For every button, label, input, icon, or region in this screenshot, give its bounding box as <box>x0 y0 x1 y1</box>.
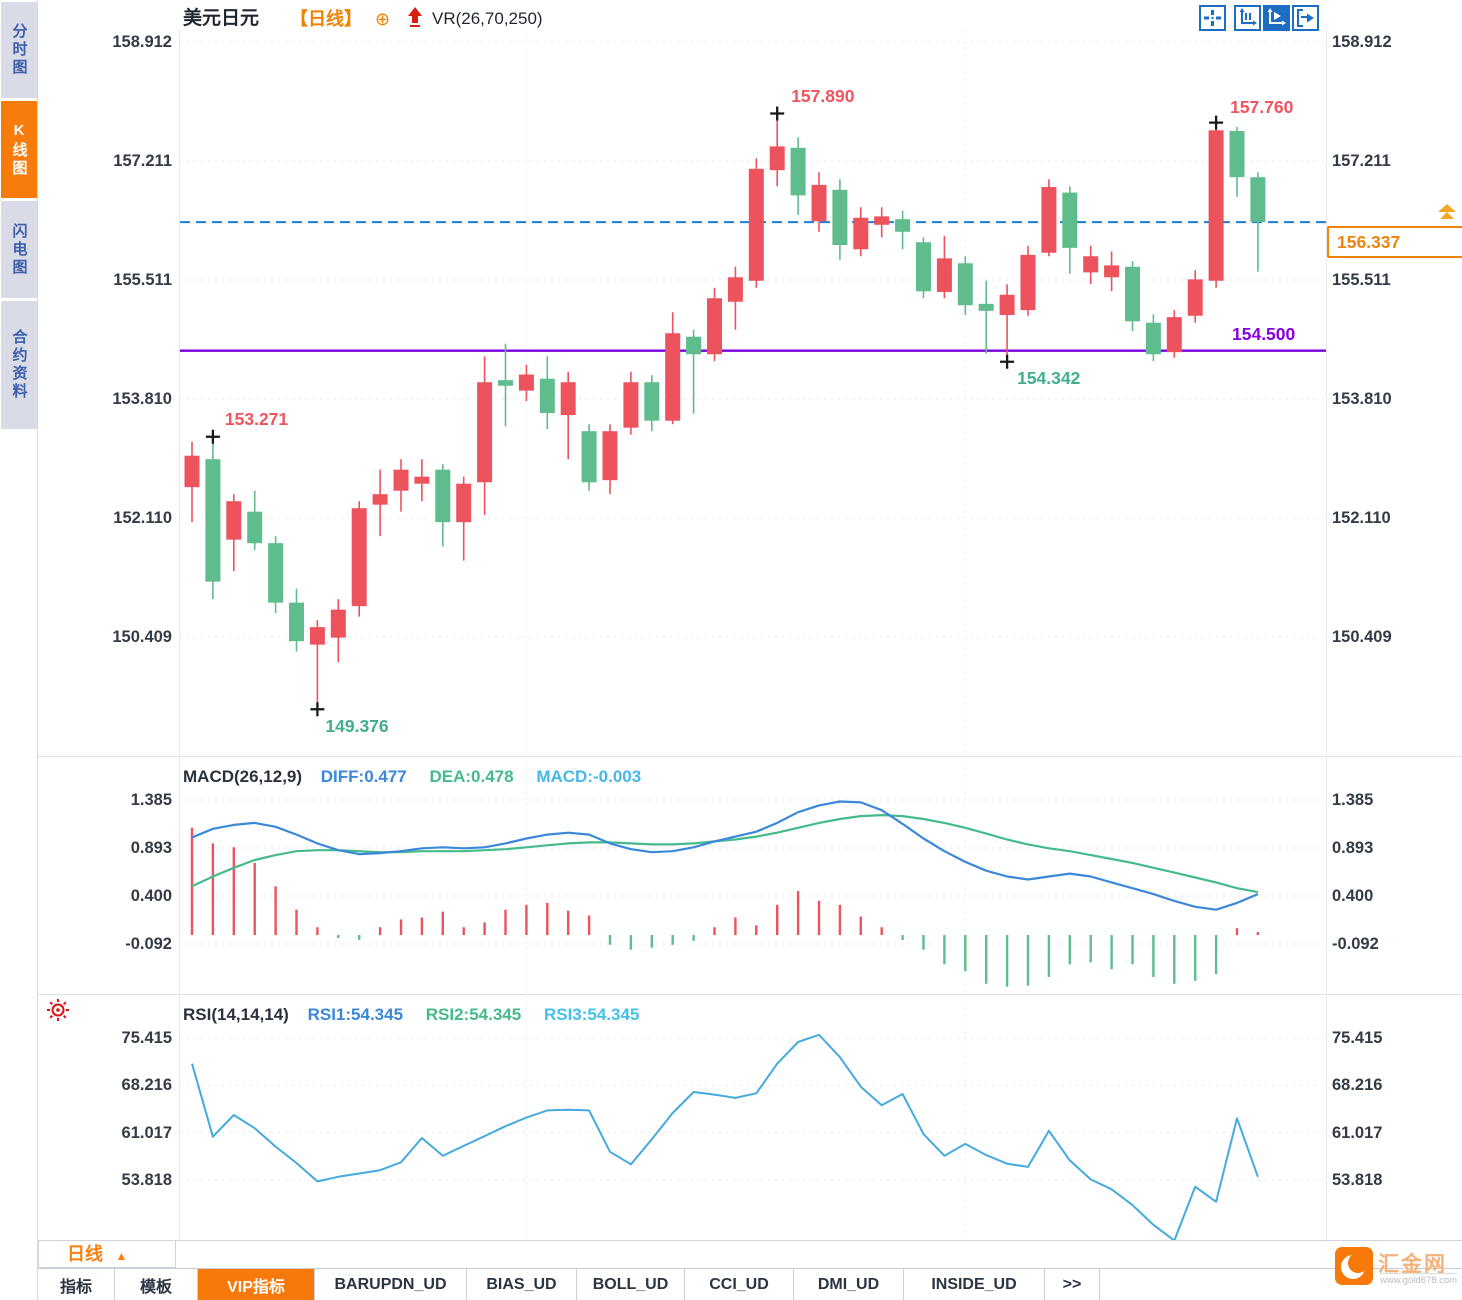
rsi2-value: RSI2:54.345 <box>425 1005 522 1024</box>
bottom-tab-3[interactable]: VIP指标 <box>198 1269 315 1300</box>
y-axis-label: 155.511 <box>1332 270 1391 289</box>
logo-icon <box>1335 1247 1373 1285</box>
macd-dea-value: DEA:0.478 <box>429 767 514 786</box>
rsi-title: RSI(14,14,14) <box>183 1005 289 1024</box>
y-axis-label: 153.810 <box>112 390 172 408</box>
y-axis-label: -0.092 <box>1332 934 1379 953</box>
bottom-tab-7[interactable]: CCI_UD <box>685 1269 794 1300</box>
bottom-tab-8[interactable]: DMI_UD <box>794 1269 904 1300</box>
y-axis-label: 153.810 <box>1332 390 1392 408</box>
y-axis-label: 0.400 <box>1332 887 1374 906</box>
sidebar-tab-label: 分时图 <box>10 23 28 77</box>
price-annotation: 153.271 <box>224 408 289 429</box>
symbol-title: 美元日元 <box>183 8 260 29</box>
price-annotation: 157.760 <box>1230 96 1294 117</box>
y-axis-label: -0.092 <box>125 934 172 953</box>
y-axis-label: 155.511 <box>113 270 172 289</box>
macd-macd-value: MACD:-0.003 <box>536 767 642 786</box>
bottom-tab-9[interactable]: INSIDE_UD <box>904 1269 1045 1300</box>
vr-indicator-label[interactable]: VR(26,70,250) <box>432 9 543 28</box>
sidebar-tab-label: K线图 <box>10 121 28 178</box>
scale-axes-icon[interactable] <box>1234 5 1261 31</box>
bottom-tab-5[interactable]: BIAS_UD <box>467 1269 577 1300</box>
support-level-label: 154.500 <box>1232 323 1296 344</box>
up-arrow-icon <box>406 6 424 30</box>
period-tag[interactable]: 【日线】 <box>290 9 362 29</box>
period-selector[interactable]: 日线 ▲ <box>38 1240 176 1268</box>
bottom-tab-1[interactable]: 指标 <box>38 1269 115 1300</box>
y-axis-label: 61.017 <box>121 1123 172 1142</box>
price-up-arrow-icon <box>1436 203 1458 223</box>
price-annotation: 154.342 <box>1017 367 1081 388</box>
bottom-tab-6[interactable]: BOLL_UD <box>577 1269 685 1300</box>
y-axis-label: 0.893 <box>1332 838 1374 857</box>
period-selector-label: 日线 <box>67 1244 103 1264</box>
bottom-tab-10[interactable]: >> <box>1045 1269 1100 1300</box>
sun-marker-icon[interactable] <box>46 998 70 1022</box>
y-axis-label: 1.385 <box>130 791 172 809</box>
price-annotation: 149.376 <box>325 716 389 737</box>
brand-logo: 汇金网 www.gold678.com <box>1334 1246 1460 1296</box>
macd-panel-header: MACD(26,12,9) DIFF:0.477 DEA:0.478 MACD:… <box>183 766 659 788</box>
macd-diff-value: DIFF:0.477 <box>320 767 407 786</box>
rsi1-value: RSI1:54.345 <box>307 1005 404 1024</box>
y-axis-label: 152.110 <box>1332 508 1391 527</box>
y-axis-label: 68.216 <box>121 1076 172 1095</box>
y-axis-label: 53.818 <box>121 1170 172 1189</box>
collapse-right-icon[interactable] <box>1292 5 1319 31</box>
price-annotation: 157.890 <box>791 85 855 106</box>
sidebar-tab-time-chart[interactable]: 分时图 <box>1 2 37 98</box>
logo-name: 汇金网 <box>1378 1253 1447 1276</box>
chevron-up-icon: ▲ <box>115 1249 128 1263</box>
y-axis-label: 75.415 <box>1332 1029 1383 1047</box>
y-axis-label: 157.211 <box>113 152 172 171</box>
y-axis-label: 0.400 <box>130 887 172 906</box>
sidebar-tab-label: 闪电图 <box>10 222 28 277</box>
auto-scale-icon[interactable] <box>1263 5 1290 31</box>
move-crosshair-icon[interactable] <box>1199 5 1226 31</box>
sidebar-tab-flash-chart[interactable]: 闪电图 <box>1 201 37 298</box>
y-axis-label: 1.385 <box>1332 791 1374 809</box>
sidebar-tab-contract-info[interactable]: 合约资料 <box>1 301 37 429</box>
current-price-tag[interactable]: 156.337 <box>1327 226 1462 259</box>
y-axis-label: 53.818 <box>1332 1170 1383 1189</box>
bottom-tab-4[interactable]: BARUPDN_UD <box>315 1269 467 1300</box>
sidebar-tab-kline-chart[interactable]: K线图 <box>1 101 37 198</box>
sidebar-tab-label: 合约资料 <box>10 329 28 401</box>
sidebar: 分时图 K线图 闪电图 合约资料 <box>0 0 38 1300</box>
y-axis-label: 150.409 <box>1332 627 1392 646</box>
x-axis-strip <box>38 1240 1462 1268</box>
macd-title: MACD(26,12,9) <box>183 767 303 786</box>
y-axis-label: 158.912 <box>1332 33 1392 51</box>
y-axis-label: 152.110 <box>113 508 172 527</box>
add-indicator-icon[interactable]: ⊕ <box>375 9 391 29</box>
rsi3-value: RSI3:54.345 <box>543 1005 640 1024</box>
y-axis-label: 0.893 <box>130 838 172 857</box>
y-axis-label: 68.216 <box>1332 1076 1383 1095</box>
bottom-tab-2[interactable]: 模板 <box>115 1269 198 1300</box>
logo-url: www.gold678.com <box>1380 1273 1458 1286</box>
y-axis-label: 150.409 <box>112 627 172 646</box>
y-axis-label: 158.912 <box>112 33 172 51</box>
y-axis-label: 61.017 <box>1332 1123 1383 1142</box>
indicator-tab-bar: 指标 模板 VIP指标 BARUPDN_UD BIAS_UD BOLL_UD CCI_UD D… <box>38 1268 1462 1300</box>
y-axis-label: 157.211 <box>1332 152 1391 171</box>
y-axis-label: 75.415 <box>121 1029 172 1047</box>
rsi-panel-header: RSI(14,14,14) RSI1:54.345 RSI2:54.345 RS… <box>183 1004 657 1026</box>
